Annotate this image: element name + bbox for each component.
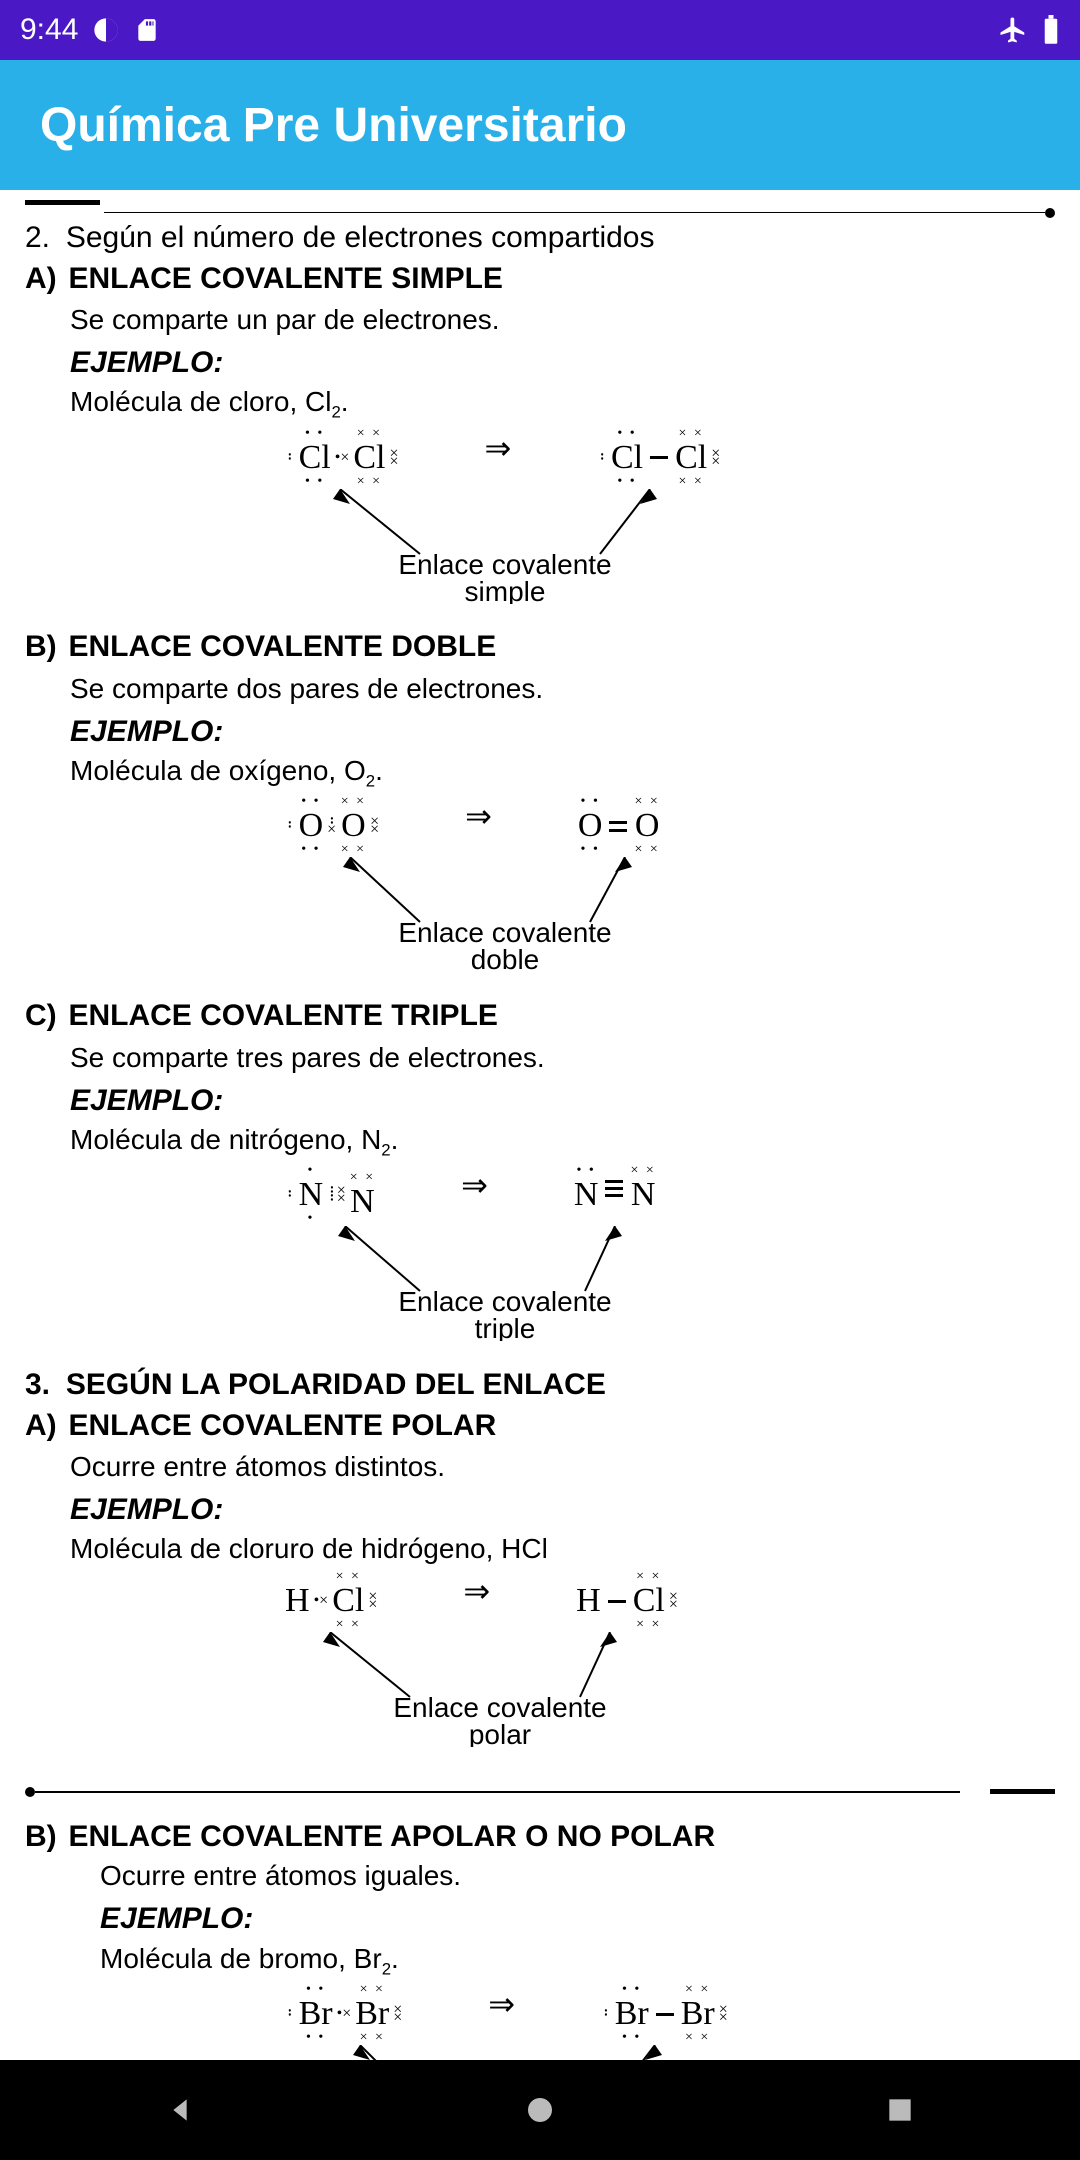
app-bar: Química Pre Universitario [0,60,1080,190]
annot-arrows-2a: Enlace covalente simple [305,489,1005,604]
diagram-2c: ᛬ •N• ᛬×᛬× × ×N ⇒ • •N × ×N [285,1164,1055,1226]
diagram-3b: ᛬ • •Br• • •× × ×Br× × ×× ⇒ ᛬ • •Br• • ×… [285,1983,1055,2045]
mol-label-2a: Molécula de cloro, Cl2. [70,383,1055,424]
section-3b: B) ENLACE COVALENTE APOLAR O NO POLAR Oc… [25,1817,1055,2060]
section-2-header: 2. Según el número de electrones compart… [25,218,1055,259]
battery-icon [1042,15,1060,45]
app-title: Química Pre Universitario [40,98,627,153]
sd-card-icon [134,16,160,44]
annot-arrows-3a: Enlace covalente polar [305,1632,1005,1747]
svg-text:simple: simple [465,576,546,604]
section-3a: A) ENLACE COVALENTE POLAR Ocurre entre á… [25,1406,1055,1757]
nav-bar [0,2060,1080,2160]
annot-arrows-2c: Enlace covalente triple [305,1226,1005,1341]
content[interactable]: 2. Según el número de electrones compart… [0,190,1080,2060]
section-2b: B) ENLACE COVALENTE DOBLE Se comparte do… [25,627,1055,982]
annot-arrows-3b: Enlace covalente apolar [305,2045,1005,2060]
recent-icon[interactable] [884,2094,916,2126]
status-icon-1 [92,16,120,44]
clock: 9:44 [20,13,78,47]
airplane-icon [998,15,1028,45]
section-2a: A) ENLACE COVALENTE SIMPLE Se comparte u… [25,259,1055,614]
svg-text:triple: triple [475,1313,536,1341]
annot-arrows-2b: Enlace covalente doble [305,857,1005,972]
section-2c: C) ENLACE COVALENTE TRIPLE Se comparte t… [25,996,1055,1351]
back-icon[interactable] [164,2094,196,2126]
svg-text:doble: doble [471,944,540,972]
status-left: 9:44 [20,13,160,47]
svg-text:polar: polar [469,1719,531,1747]
top-rule [25,200,1055,218]
diagram-2a: ᛬ • •Cl• • •× × ×Cl× × ×× ⇒ ᛬ • •Cl• • ×… [285,427,1055,489]
diagram-3a: H •× × ×Cl× × ×× ⇒ H × ×Cl× × ×× [285,1570,1055,1632]
diagram-2b: ᛬ • •O• • ᛬× × ×O× × ×× ⇒ • •O• • × ×O× … [285,795,1055,857]
status-right [998,15,1060,45]
status-bar: 9:44 [0,0,1080,60]
section-3-header: 3. SEGÚN LA POLARIDAD DEL ENLACE [25,1365,1055,1406]
page-break [25,1787,1055,1797]
home-icon[interactable] [524,2094,556,2126]
